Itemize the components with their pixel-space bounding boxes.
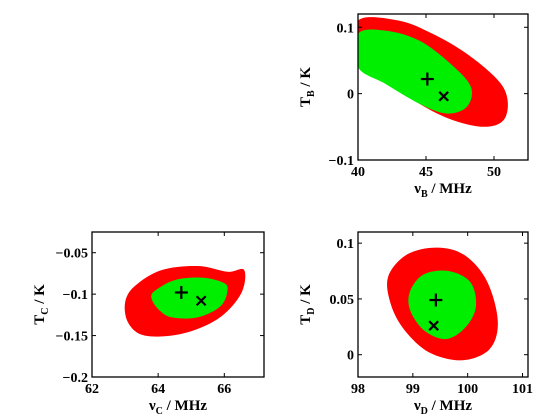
panel-B-y-axis-unit: / K <box>298 67 314 91</box>
panel-D-plus-marker <box>429 293 443 307</box>
panel-B-x-tick-label: 45 <box>419 165 433 180</box>
panel-B-x-axis-subscript: B <box>421 189 428 200</box>
panel-C-cross-marker <box>195 295 207 307</box>
panel-D-y-tick-label: 0.1 <box>337 237 355 252</box>
panel-B-y-axis-subscript: B <box>306 90 317 97</box>
panel-B-cross-marker <box>438 91 449 102</box>
panel-D-x-tick-label: 99 <box>406 382 420 397</box>
panel-D-y-axis-label: TD / K <box>298 284 317 325</box>
panel-B-x-tick-label: 50 <box>487 165 501 180</box>
panel-D-y-tick-label: 0.05 <box>330 293 355 308</box>
panel-D-x-axis-subscript: D <box>421 406 428 417</box>
panel-C-x-tick-label: 66 <box>217 382 231 397</box>
panel-C-x-axis-unit: / MHz <box>163 398 207 414</box>
panel-C-y-tick-label: −0.05 <box>56 247 88 262</box>
panel-C-plot-area <box>124 265 246 337</box>
panel-D-x-axis-symbol: ν <box>413 398 421 414</box>
panel-C-x-tick-label: 64 <box>151 382 165 397</box>
panel-B-plot-area <box>358 17 508 127</box>
panel-D-x-tick-label: 100 <box>457 382 478 397</box>
panel-B-y-tick-label: 0 <box>347 88 354 103</box>
panel-D-cross-marker <box>428 320 439 331</box>
panel-C-y-axis-subscript: C <box>40 308 51 315</box>
panel-C-y-axis-symbol: T <box>32 315 48 325</box>
panel-D-y-axis-symbol: T <box>298 315 314 325</box>
panel-C-y-axis-unit: / K <box>32 284 48 308</box>
panel-C-x-tick-label: 62 <box>85 382 99 397</box>
panel-D-plot-area <box>387 247 498 361</box>
panel-D-x-tick-label: 101 <box>512 382 533 397</box>
panel-C-x-axis-label: νC / MHz <box>148 398 207 417</box>
panel-B-plus-marker <box>420 72 434 86</box>
panel-C-frame <box>91 231 265 378</box>
panel-B-x-axis-symbol: ν <box>413 181 421 197</box>
panel-D-x-tick-label: 98 <box>351 382 365 397</box>
panel-B-frame <box>357 13 529 161</box>
panel-B-y-tick-label: −0.1 <box>329 154 354 169</box>
panel-B-inner-contour <box>358 29 472 114</box>
panel-B-y-axis-label: TB / K <box>298 67 317 107</box>
panel-B-y-tick-label: 0.1 <box>337 21 355 36</box>
panel-D-y-axis-unit: / K <box>298 284 314 308</box>
panel-D-x-axis-label: νD / MHz <box>413 398 472 417</box>
panel-C-x-axis-subscript: C <box>156 406 163 417</box>
panel-B-y-axis-symbol: T <box>298 97 314 107</box>
panel-D-frame <box>357 231 529 378</box>
panel-D-inner-contour <box>408 270 477 340</box>
panel-B-x-axis-label: νB / MHz <box>413 181 472 200</box>
panel-C-y-tick-label: −0.1 <box>63 288 88 303</box>
panel-C-y-tick-label: −0.2 <box>63 371 88 386</box>
panel-C-x-axis-symbol: ν <box>148 398 156 414</box>
panel-C-plus-marker <box>174 285 188 299</box>
panel-D-y-tick-label: 0 <box>347 349 354 364</box>
panel-D-y-axis-subscript: D <box>306 308 317 315</box>
panel-C-inner-contour <box>151 277 228 319</box>
panel-B-x-tick-label: 40 <box>351 165 365 180</box>
panel-C-y-axis-label: TC / K <box>32 284 51 325</box>
panel-D-x-axis-unit: / MHz <box>428 398 472 414</box>
panel-B-x-axis-unit: / MHz <box>428 181 472 197</box>
panel-C-y-tick-label: −0.15 <box>56 330 88 345</box>
